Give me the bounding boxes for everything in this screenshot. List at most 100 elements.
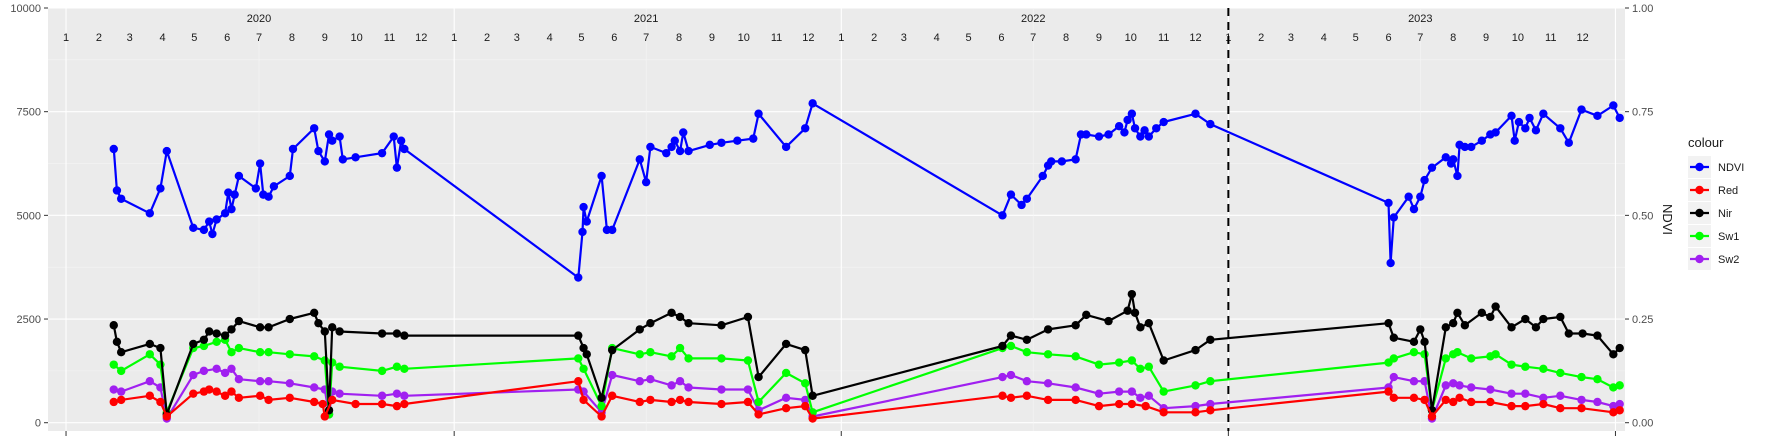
data-point-nir — [635, 325, 644, 334]
data-point-nir — [285, 314, 294, 324]
data-point-sw2 — [1507, 389, 1516, 398]
month-label: 6 — [998, 32, 1004, 44]
data-point-red — [1420, 395, 1429, 405]
data-point-sw1 — [1389, 354, 1399, 363]
month-label: 1 — [838, 32, 844, 44]
legend-label-red: Red — [1718, 185, 1738, 197]
year-label: 2020 — [247, 13, 271, 25]
data-point-ndvi — [582, 217, 591, 226]
year-label: 2022 — [1021, 13, 1045, 25]
data-point-sw2 — [309, 383, 319, 392]
data-point-red — [808, 414, 817, 423]
data-point-sw2 — [1206, 399, 1215, 409]
data-point-nir — [189, 339, 198, 349]
data-point-sw1 — [1577, 372, 1586, 382]
data-point-ndvi — [320, 157, 329, 166]
data-point-sw1 — [1409, 348, 1419, 357]
data-point-sw2 — [264, 377, 273, 386]
data-point-sw1 — [646, 348, 655, 357]
data-point-ndvi — [145, 209, 155, 218]
data-point-red — [285, 393, 294, 403]
data-point-red — [255, 391, 265, 400]
data-point-sw2 — [1577, 395, 1586, 405]
data-point-sw1 — [1136, 364, 1145, 373]
data-point-ndvi — [1448, 155, 1458, 164]
data-point-sw1 — [754, 397, 763, 407]
month-label: 4 — [547, 32, 553, 44]
month-label: 9 — [322, 32, 328, 44]
data-point-sw2 — [684, 383, 693, 392]
data-point-sw2 — [801, 395, 810, 405]
month-label: 12 — [1189, 32, 1201, 44]
month-label: 8 — [1450, 32, 1456, 44]
data-point-ndvi — [1386, 258, 1395, 268]
month-label: 12 — [1576, 32, 1588, 44]
data-point-ndvi — [597, 171, 606, 181]
data-point-ndvi — [733, 136, 742, 145]
data-point-nir — [1521, 314, 1530, 324]
data-point-red — [392, 401, 402, 411]
month-label: 9 — [709, 32, 715, 44]
left-tick-label: 10000 — [10, 3, 41, 15]
data-point-sw1 — [377, 366, 387, 376]
data-point-red — [234, 393, 244, 403]
data-point-red — [1507, 401, 1516, 411]
data-point-sw1 — [1071, 352, 1080, 361]
data-point-sw2 — [1609, 401, 1618, 411]
month-label: 3 — [901, 32, 907, 44]
data-point-sw1 — [255, 348, 265, 357]
data-point-nir — [808, 391, 817, 400]
right-tick-label: 0.50 — [1632, 210, 1653, 222]
data-point-sw2 — [1486, 385, 1495, 394]
month-label: 10 — [1125, 32, 1137, 44]
data-point-sw1 — [574, 354, 583, 363]
data-point-ndvi — [396, 136, 406, 145]
data-point-red — [320, 412, 329, 421]
data-point-nir — [1578, 329, 1587, 338]
month-label: 5 — [965, 32, 971, 44]
data-point-red — [1448, 397, 1458, 407]
data-point-sw2 — [1593, 397, 1602, 407]
data-point-sw2 — [1114, 387, 1124, 396]
data-point-ndvi — [717, 138, 726, 147]
month-label: 7 — [1030, 32, 1036, 44]
data-point-nir — [781, 339, 791, 349]
data-point-red — [1486, 397, 1495, 407]
data-point-ndvi — [309, 124, 319, 133]
data-point-ndvi — [189, 223, 198, 232]
data-point-ndvi — [1593, 111, 1602, 121]
data-point-red — [1609, 408, 1618, 417]
data-point-sw2 — [1467, 383, 1476, 392]
data-point-sw2 — [227, 364, 236, 373]
data-point-ndvi — [1006, 190, 1016, 199]
data-point-sw2 — [1136, 393, 1145, 403]
data-point-sw2 — [743, 385, 753, 394]
data-point-nir — [1507, 323, 1516, 332]
data-point-sw1 — [199, 341, 209, 351]
data-point-red — [684, 397, 693, 407]
legend-label-sw1: Sw1 — [1718, 231, 1739, 243]
data-point-ndvi — [808, 99, 817, 108]
data-point-sw1 — [684, 354, 693, 363]
month-label: 2 — [484, 32, 490, 44]
data-point-sw1 — [717, 354, 726, 363]
data-point-ndvi — [400, 144, 409, 154]
data-point-nir — [112, 337, 122, 347]
data-point-ndvi — [224, 188, 233, 197]
data-point-red — [1467, 397, 1476, 407]
data-point-ndvi — [1510, 136, 1519, 145]
data-point-red — [1071, 395, 1080, 405]
data-point-nir — [392, 329, 402, 338]
data-point-sw2 — [1539, 393, 1548, 403]
data-point-sw1 — [109, 360, 118, 369]
data-point-red — [1539, 399, 1548, 409]
data-point-nir — [1486, 312, 1495, 322]
data-point-nir — [582, 350, 591, 359]
data-point-ndvi — [1521, 124, 1530, 133]
data-point-nir — [1416, 325, 1425, 334]
data-point-ndvi — [1460, 142, 1470, 152]
data-point-nir — [1136, 323, 1145, 332]
data-point-nir — [1159, 356, 1168, 365]
month-label: 10 — [1512, 32, 1524, 44]
data-point-red — [189, 389, 198, 398]
